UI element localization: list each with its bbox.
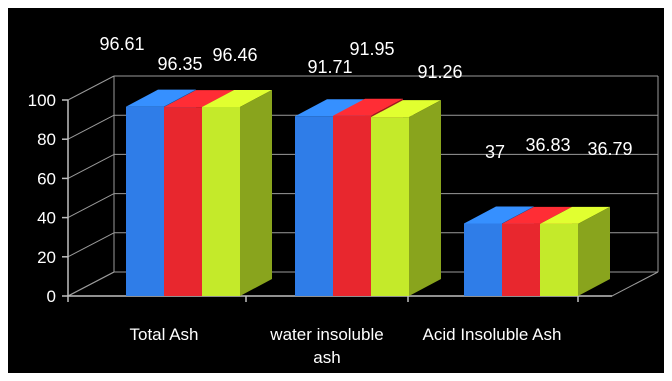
- bar: [464, 223, 502, 296]
- x-category-label: Total Ash: [130, 325, 199, 344]
- side-gridline: [67, 114, 115, 140]
- bar-side: [578, 206, 610, 296]
- bar-top: [295, 99, 365, 117]
- data-label: 96.35: [157, 54, 202, 74]
- side-gridline: [67, 75, 115, 101]
- bar-top: [371, 100, 441, 118]
- side-gridline: [67, 232, 115, 258]
- x-category-label: water insoluble: [269, 325, 383, 344]
- y-tick-label: 100: [28, 91, 56, 110]
- data-label: 37: [485, 142, 505, 162]
- y-tick-label: 60: [37, 169, 56, 188]
- data-label: 91.71: [307, 57, 352, 77]
- data-label: 36.83: [525, 135, 570, 155]
- bar-side: [409, 100, 441, 296]
- data-label: 96.46: [212, 45, 257, 65]
- bar: [164, 107, 202, 297]
- bar-top: [126, 89, 196, 107]
- side-gridline: [67, 153, 115, 179]
- y-tick-label: 0: [47, 287, 56, 306]
- bar: [371, 117, 409, 296]
- data-label: 36.79: [587, 139, 632, 159]
- bar-top: [333, 98, 403, 116]
- bar-top: [202, 89, 272, 107]
- bar-side: [240, 89, 272, 296]
- y-tick-label: 80: [37, 130, 56, 149]
- y-tick-label: 40: [37, 209, 56, 228]
- data-label: 96.61: [99, 34, 144, 54]
- side-gridline: [67, 193, 115, 219]
- bar: [502, 223, 540, 296]
- data-label: 91.95: [349, 39, 394, 59]
- bar: [295, 116, 333, 296]
- bar-top: [164, 90, 234, 108]
- bar-top: [540, 206, 610, 224]
- x-category-label: Acid Insoluble Ash: [423, 325, 562, 344]
- y-tick-label: 20: [37, 248, 56, 267]
- data-label: 91.26: [417, 62, 462, 82]
- bar: [540, 223, 578, 296]
- bar-top: [464, 206, 534, 224]
- bar: [202, 106, 240, 296]
- x-category-label: ash: [313, 348, 340, 367]
- bar: [333, 115, 371, 296]
- bar: [126, 106, 164, 296]
- bar-top: [502, 206, 572, 224]
